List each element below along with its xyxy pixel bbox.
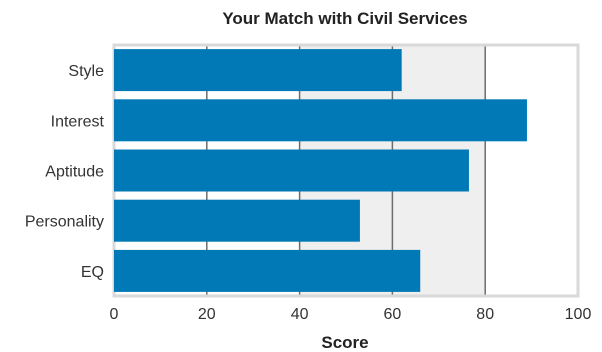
category-labels: Style Interest Aptitude Personality EQ bbox=[25, 63, 105, 281]
x-tick-label: 20 bbox=[198, 306, 216, 323]
x-tick-label: 60 bbox=[384, 306, 402, 323]
x-tick-label: 40 bbox=[291, 306, 309, 323]
category-label: Personality bbox=[25, 214, 104, 231]
bars bbox=[114, 49, 527, 292]
category-label: Style bbox=[68, 63, 104, 80]
bar-eq bbox=[114, 249, 421, 292]
bar-personality bbox=[114, 199, 360, 242]
x-tick-labels: 0 20 40 60 80 100 bbox=[110, 306, 592, 323]
bar-interest bbox=[114, 99, 527, 142]
category-label: EQ bbox=[81, 264, 104, 281]
bar-aptitude bbox=[114, 149, 469, 192]
x-tick-label: 0 bbox=[110, 306, 119, 323]
x-tick-label: 100 bbox=[565, 306, 592, 323]
category-label: Interest bbox=[51, 113, 105, 130]
bar-style bbox=[114, 49, 402, 92]
x-tick-label: 80 bbox=[476, 306, 494, 323]
chart-title: Your Match with Civil Services bbox=[222, 9, 467, 28]
x-axis-label: Score bbox=[321, 333, 368, 352]
category-label: Aptitude bbox=[45, 164, 104, 181]
